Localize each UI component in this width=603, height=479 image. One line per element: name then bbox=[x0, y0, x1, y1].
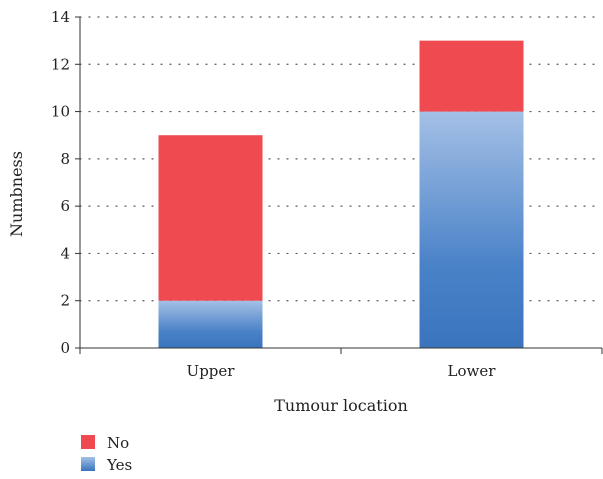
legend-swatch-yes bbox=[81, 457, 95, 471]
y-tick-label-1: 2 bbox=[60, 292, 70, 310]
y-tick-label-6: 12 bbox=[51, 55, 70, 73]
y-tick-labels: 0 2 4 6 8 10 12 14 bbox=[51, 8, 70, 357]
y-tick-label-4: 8 bbox=[60, 150, 70, 168]
y-tick-label-7: 14 bbox=[51, 8, 70, 26]
legend: No Yes bbox=[81, 434, 132, 474]
legend-label-no: No bbox=[107, 434, 129, 452]
legend-label-yes: Yes bbox=[106, 456, 132, 474]
bars bbox=[158, 40, 524, 348]
bar-lower-yes bbox=[419, 111, 524, 348]
x-tick-label-upper: Upper bbox=[187, 362, 236, 380]
y-tick-label-2: 4 bbox=[60, 244, 70, 262]
bar-lower-no bbox=[419, 40, 524, 112]
x-axis-title: Tumour location bbox=[274, 396, 408, 415]
axes bbox=[75, 16, 603, 354]
legend-swatch-no bbox=[81, 435, 95, 449]
y-axis-title: Numbness bbox=[7, 151, 26, 237]
y-tick-label-5: 10 bbox=[51, 103, 70, 121]
x-tick-label-lower: Lower bbox=[448, 362, 497, 380]
y-tick-label-0: 0 bbox=[60, 339, 70, 357]
x-tick-labels: Upper Lower bbox=[187, 362, 497, 380]
gridlines bbox=[79, 16, 603, 302]
y-tick-label-3: 6 bbox=[60, 197, 70, 215]
bar-upper-yes bbox=[158, 300, 263, 348]
bar-upper-no bbox=[158, 135, 263, 301]
